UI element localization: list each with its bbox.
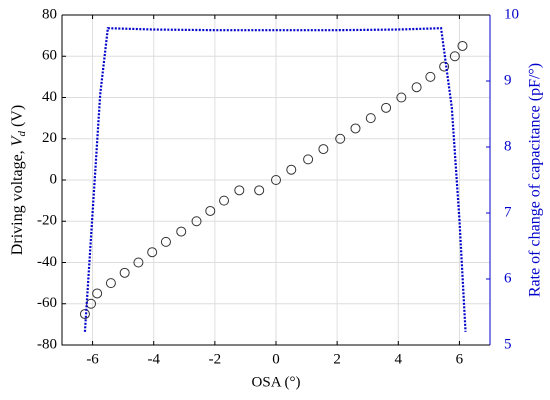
- y2-tick-label: 5: [504, 336, 512, 352]
- line: [83, 27, 467, 332]
- y-tick-label: 80: [42, 6, 57, 22]
- axes-frame: [61, 14, 490, 346]
- x-tick-label: -6: [86, 351, 99, 367]
- x-tick-label: 4: [395, 351, 403, 367]
- marker: [147, 247, 158, 258]
- marker: [160, 236, 171, 247]
- y-tick-label: 60: [42, 48, 57, 64]
- marker: [286, 164, 297, 175]
- marker: [365, 113, 376, 124]
- marker: [271, 175, 281, 185]
- y-tick-label: -80: [37, 336, 57, 352]
- y-tick-label: -60: [37, 295, 57, 311]
- marker: [105, 278, 116, 289]
- marker: [205, 205, 216, 216]
- marker: [411, 82, 422, 93]
- marker: [335, 133, 346, 144]
- marker: [425, 71, 436, 82]
- y-tick-label: -20: [37, 213, 57, 229]
- y-axis-label: Driving voltage, Vd (V): [9, 105, 28, 255]
- x-tick-label: 2: [333, 351, 341, 367]
- marker: [381, 102, 392, 113]
- y2-axis-label: Rate of change of capacitance (pF/°): [527, 63, 544, 297]
- marker: [79, 309, 90, 320]
- marker: [457, 40, 468, 51]
- marker: [439, 61, 450, 72]
- y-tick-label: 0: [50, 171, 58, 187]
- marker: [176, 226, 187, 237]
- x-axis-label: OSA (°): [252, 374, 301, 390]
- y2-tick-label: 8: [504, 138, 512, 154]
- marker: [303, 154, 314, 165]
- marker: [449, 51, 460, 62]
- marker: [234, 185, 245, 196]
- marker: [350, 123, 361, 134]
- x-tick-label: 0: [272, 351, 280, 367]
- y2-tick-label: 10: [504, 6, 519, 22]
- marker: [119, 267, 130, 278]
- marker: [92, 288, 103, 299]
- marker: [254, 185, 265, 196]
- y-tick-label: 20: [42, 130, 57, 146]
- marker: [133, 257, 144, 268]
- y2-tick-label: 9: [504, 72, 512, 88]
- x-tick-label: -2: [209, 351, 222, 367]
- y-label-text: Driving voltage,: [9, 146, 26, 255]
- marker: [191, 216, 202, 227]
- y-tick-label: -40: [37, 254, 57, 270]
- y2-tick-label: 6: [504, 270, 512, 286]
- y-tick-label: 40: [42, 89, 57, 105]
- marker: [396, 92, 407, 103]
- marker: [219, 195, 230, 206]
- x-tick-label: -4: [147, 351, 160, 367]
- y-label-unit: (V): [9, 105, 26, 131]
- x-tick-label: 6: [456, 351, 464, 367]
- marker: [318, 144, 329, 155]
- y2-tick-label: 7: [504, 204, 512, 220]
- y-label-symbol: V: [9, 134, 26, 146]
- y-label-subscript: d: [16, 131, 28, 137]
